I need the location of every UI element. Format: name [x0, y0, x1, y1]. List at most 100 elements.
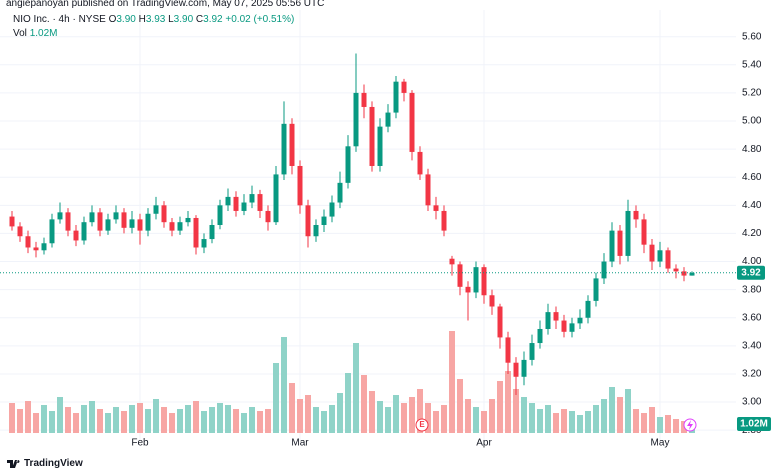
volume-bar — [449, 331, 455, 433]
candle-body — [537, 328, 543, 344]
candle-body — [25, 236, 31, 248]
candle-body — [193, 217, 199, 248]
volume-badge-bg — [737, 417, 771, 431]
volume-bar — [593, 405, 599, 433]
ohlc-label: L — [168, 14, 174, 25]
candle-body — [585, 300, 591, 318]
volume-bar — [513, 389, 519, 433]
candle-body — [105, 219, 111, 231]
candle-body — [401, 81, 407, 93]
y-tick-label: 4.40 — [742, 200, 762, 211]
volume-bar — [257, 411, 263, 433]
volume-bar — [209, 407, 215, 433]
volume-bar — [185, 405, 191, 433]
volume-bar — [409, 397, 415, 433]
volume-bar — [337, 393, 343, 433]
y-tick-label: 5.40 — [742, 59, 762, 70]
volume-bar — [193, 401, 199, 433]
volume-bar — [497, 381, 503, 433]
y-tick-label: 4.80 — [742, 144, 762, 155]
volume-bar — [289, 383, 295, 433]
candle-body — [121, 212, 127, 228]
volume-bar — [105, 413, 111, 433]
volume-bar — [313, 407, 319, 433]
volume-bar — [489, 399, 495, 433]
candle-body — [465, 286, 471, 293]
candle-body — [593, 278, 599, 301]
volume-bar — [385, 407, 391, 433]
volume-value: 1.02M — [29, 28, 58, 39]
candle-body — [185, 217, 191, 223]
candle-body — [657, 250, 663, 262]
candle-body — [649, 244, 655, 262]
volume-bar — [465, 399, 471, 433]
brand: TradingView — [24, 458, 83, 469]
candle-body — [457, 264, 463, 287]
candle-body — [65, 212, 71, 231]
price-badge: 3.92 — [741, 267, 761, 278]
ohlc-label: O — [108, 14, 117, 25]
candle-body — [329, 202, 335, 217]
candle-body — [665, 250, 671, 269]
candle-body — [393, 81, 399, 113]
volume-bar — [369, 391, 375, 433]
candle-body — [385, 112, 391, 127]
volume-bar — [545, 405, 551, 433]
volume-bar — [617, 397, 623, 433]
candle-body — [641, 219, 647, 245]
volume-bar — [241, 413, 247, 433]
candle-body — [281, 123, 287, 175]
candle-body — [633, 210, 639, 220]
volume-bar — [625, 389, 631, 433]
ohlc-label: H — [138, 14, 146, 25]
volume-bar — [609, 387, 615, 433]
candle-body — [137, 219, 143, 231]
candle-body — [377, 126, 383, 166]
candle-body — [625, 210, 631, 256]
y-tick-label: 5.00 — [742, 116, 762, 127]
candle-body — [449, 258, 455, 265]
y-tick-label: 3.80 — [742, 284, 762, 295]
candle-body — [225, 196, 231, 206]
volume-bar — [249, 407, 255, 433]
legend-line: NIO Inc. · 4h · NYSE O3.90 H3.93 L3.90 C… — [13, 14, 294, 25]
candle-body — [41, 243, 47, 251]
volume-bar — [49, 411, 55, 433]
candle-body — [201, 239, 207, 248]
volume-bar — [401, 403, 407, 433]
volume-bar — [417, 389, 423, 433]
y-tick-label: 3.20 — [742, 369, 762, 380]
volume-bar — [281, 337, 287, 433]
candle-body — [425, 174, 431, 206]
candle-body — [17, 226, 23, 237]
volume-bar — [113, 407, 119, 433]
volume-bar — [649, 407, 655, 433]
volume-bar — [297, 399, 303, 433]
earnings-icon — [415, 418, 429, 432]
price-badge-bg — [737, 265, 765, 280]
candle-body — [9, 216, 15, 227]
volume-bar — [505, 371, 511, 433]
candle-body — [673, 268, 679, 272]
candle-body — [33, 247, 39, 251]
candle-body — [249, 194, 255, 203]
ohlc-value: 3.92 — [203, 14, 223, 25]
candle-body — [81, 222, 87, 241]
y-tick-label: 4.20 — [742, 228, 762, 239]
candle-body — [345, 146, 351, 183]
y-tick-label: 3.60 — [742, 312, 762, 323]
volume-bar — [633, 409, 639, 433]
volume-bar — [377, 401, 383, 433]
candle-body — [57, 212, 63, 220]
candle-body — [369, 106, 375, 166]
candle-body — [73, 230, 79, 241]
volume-bar — [57, 397, 63, 433]
ohlc-value: 3.93 — [145, 14, 166, 25]
earnings-marker: E — [419, 420, 425, 429]
logo-shape — [7, 460, 20, 468]
candle-body — [417, 151, 423, 175]
volume-bar — [129, 405, 135, 433]
volume-bar — [273, 363, 279, 433]
candle-body — [433, 205, 439, 211]
